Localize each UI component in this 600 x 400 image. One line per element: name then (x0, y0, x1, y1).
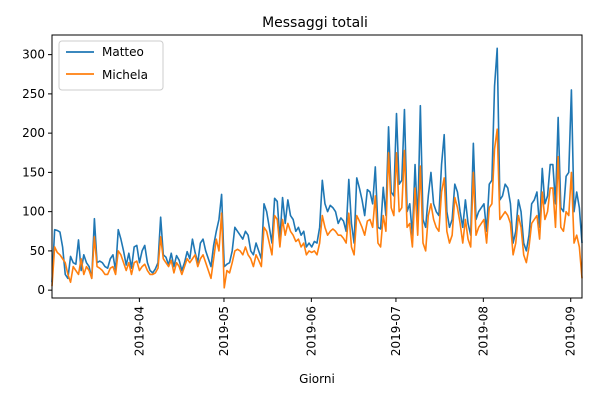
y-tick-label: 100 (22, 205, 45, 219)
y-tick-label: 50 (30, 244, 45, 258)
y-axis: 0 50 100 150 200 250 300 (22, 48, 52, 297)
y-tick-label: 250 (22, 87, 45, 101)
x-axis-label: Giorni (299, 372, 335, 386)
y-tick-label: 150 (22, 165, 45, 179)
x-tick-label: 2019-06 (304, 306, 318, 356)
legend-box (58, 40, 164, 91)
x-axis: 2019-04 2019-05 2019-06 2019-07 2019-08 2019-… (132, 298, 578, 356)
y-tick-label: 0 (37, 283, 45, 297)
legend-label-matteo: Matteo (102, 45, 144, 59)
y-tick-label: 300 (22, 48, 45, 62)
chart-title: Messaggi totali (262, 15, 368, 31)
x-tick-label: 2019-05 (217, 306, 231, 356)
x-tick-label: 2019-09 (564, 306, 578, 356)
legend: Matteo Michela (58, 40, 164, 91)
series-line-michela (51, 128, 583, 289)
legend-label-michela: Michela (102, 68, 148, 82)
y-tick-label: 200 (22, 126, 45, 140)
x-tick-label: 2019-08 (476, 306, 490, 356)
series-line-matteo (51, 47, 583, 283)
x-tick-label: 2019-07 (389, 306, 403, 356)
x-tick-label: 2019-04 (132, 306, 146, 356)
plot-frame (51, 34, 583, 299)
plot-lines (51, 47, 583, 289)
